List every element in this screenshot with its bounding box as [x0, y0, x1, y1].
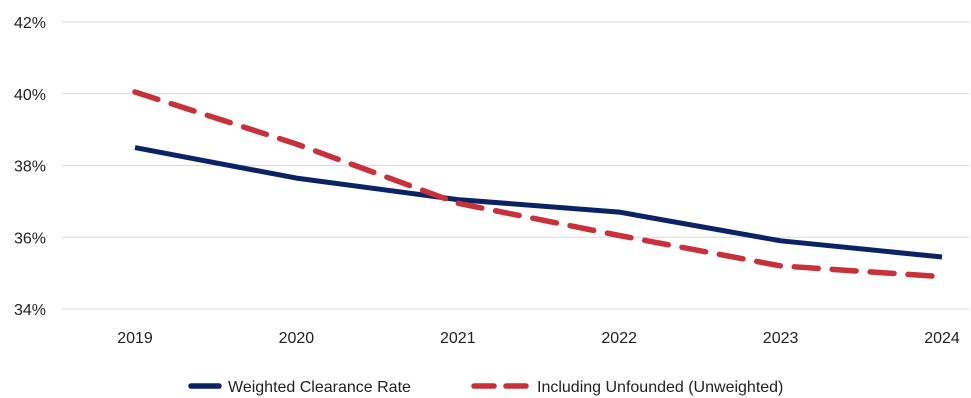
y-tick-label: 36%: [14, 230, 46, 247]
legend-label-weighted-clearance-rate: Weighted Clearance Rate: [228, 379, 411, 396]
x-tick-label: 2023: [763, 330, 799, 347]
x-axis: 2019 2020 2021 2022 2023 2024: [117, 330, 960, 347]
y-tick-label: 40%: [14, 87, 46, 104]
y-tick-label: 38%: [14, 159, 46, 176]
series-line-including-unfounded-unweighted: [135, 92, 942, 277]
x-tick-label: 2022: [601, 330, 637, 347]
x-tick-label: 2019: [117, 330, 153, 347]
y-tick-label: 34%: [14, 302, 46, 319]
y-axis: 34% 36% 38% 40% 42%: [14, 15, 46, 319]
series-lines: [135, 92, 942, 277]
gridlines: [62, 22, 969, 309]
y-tick-label: 42%: [14, 15, 46, 32]
x-tick-label: 2020: [279, 330, 315, 347]
legend: Weighted Clearance Rate Including Unfound…: [191, 379, 783, 396]
legend-label-including-unfounded-unweighted: Including Unfounded (Unweighted): [537, 379, 783, 396]
series-line-weighted-clearance-rate: [135, 148, 942, 257]
x-tick-label: 2024: [924, 330, 960, 347]
x-tick-label: 2021: [440, 330, 476, 347]
